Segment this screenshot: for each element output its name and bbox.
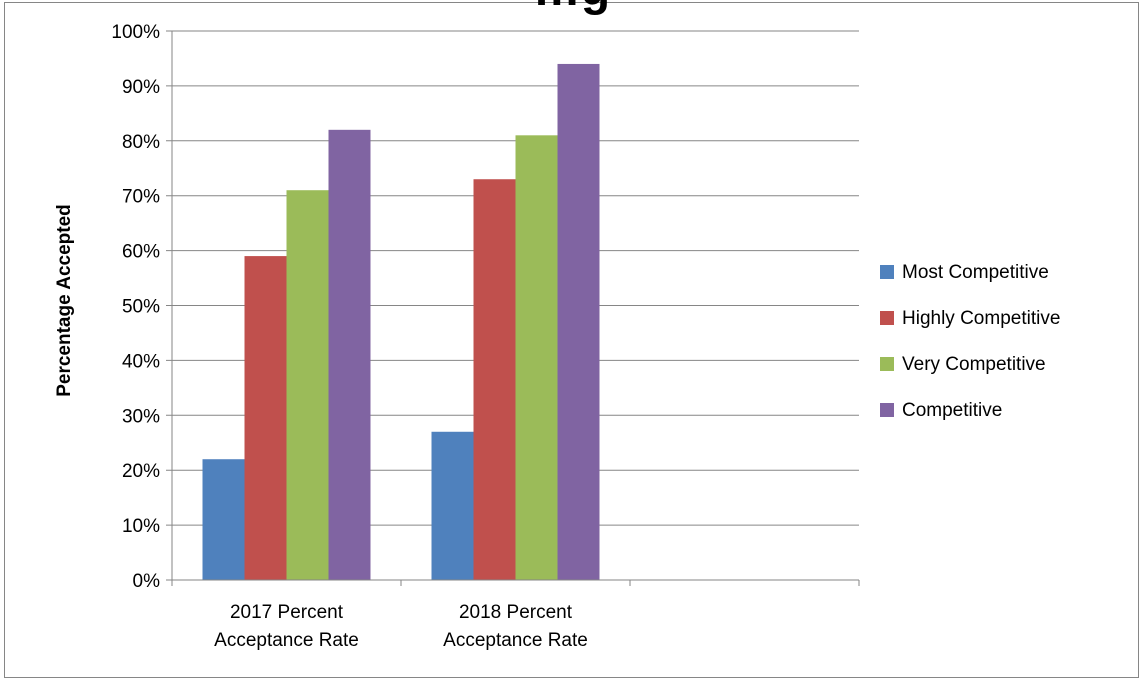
bar	[244, 256, 287, 580]
y-tick-label: 10%	[122, 516, 160, 537]
y-tick-label: 100%	[111, 22, 160, 43]
y-tick-label: 60%	[122, 242, 160, 263]
legend-swatch	[880, 265, 894, 279]
bar	[286, 190, 329, 580]
y-tick-label: 20%	[122, 461, 160, 482]
y-tick-label: 70%	[122, 187, 160, 208]
legend: Most Competitive Highly Competitive Very C…	[880, 262, 1060, 421]
bar	[202, 459, 245, 580]
x-category-label: Acceptance Rate	[214, 630, 359, 651]
x-category-label: 2018 Percent	[459, 602, 573, 623]
legend-label: Highly Competitive	[902, 308, 1060, 329]
bar	[557, 63, 600, 580]
y-tick-label: 40%	[122, 351, 160, 372]
chart-title: …g	[4, 0, 1139, 17]
x-category-label: 2017 Percent	[230, 602, 344, 623]
y-tick-label: 0%	[133, 571, 161, 592]
bar	[473, 179, 516, 581]
x-category-label: Acceptance Rate	[443, 630, 588, 651]
legend-swatch	[880, 357, 894, 371]
bars	[202, 63, 600, 581]
legend-label: Most Competitive	[902, 262, 1049, 283]
y-tick-label: 80%	[122, 132, 160, 153]
x-axis-categories: 2017 Percent Acceptance Rate 2018 Percent A…	[171, 580, 860, 651]
y-tick-label: 50%	[122, 297, 160, 318]
legend-swatch	[880, 311, 894, 325]
legend-label: Competitive	[902, 400, 1002, 421]
legend-label: Very Competitive	[902, 354, 1046, 375]
y-tick-label: 90%	[122, 77, 160, 98]
y-axis-ticks: 0% 10% 20% 30% 40% 50% 60% 70% 80% 90% 100%	[111, 22, 160, 592]
y-tick-label: 30%	[122, 406, 160, 427]
y-axis-label: Percentage Accepted	[54, 204, 75, 397]
bar	[431, 431, 474, 580]
legend-swatch	[880, 403, 894, 417]
bar	[515, 135, 558, 580]
bar	[328, 129, 371, 580]
